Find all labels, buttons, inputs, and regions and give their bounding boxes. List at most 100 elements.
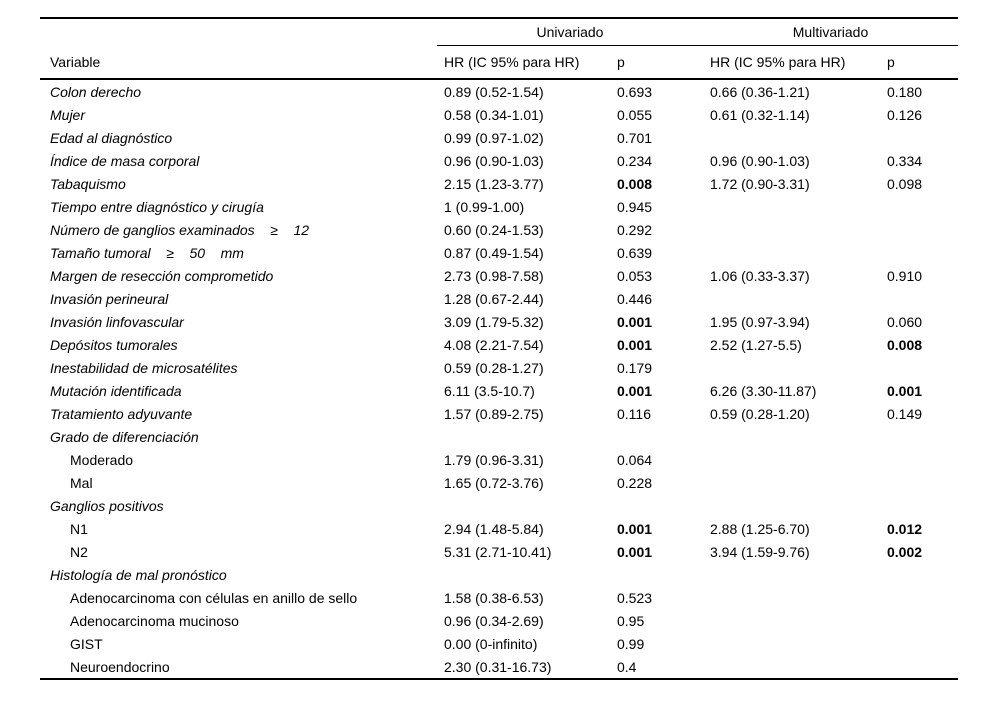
multivariado-hr-cell: 1.72 (0.90-3.31) [710,175,810,192]
variable-cell: GIST [70,635,103,652]
table-row: Adenocarcinoma con células en anillo de … [40,586,958,609]
multivariado-hr-cell: 2.52 (1.27-5.5) [710,336,802,353]
univariado-p-cell: 0.116 [617,405,651,422]
variable-cell: Ganglios positivos [50,497,164,514]
variable-cell: Neuroendocrino [70,658,170,675]
multivariado-hr-cell: 0.66 (0.36-1.21) [710,83,810,100]
univariado-p-cell: 0.055 [617,106,653,123]
variable-cell: N2 [70,543,88,560]
variable-cell: Adenocarcinoma con células en anillo de … [70,589,358,606]
multivariado-p-cell: 0.060 [887,313,923,330]
univariado-hr-cell: 4.08 (2.21-7.54) [444,336,544,353]
group-header-univariado: Univariado [437,18,703,46]
column-header-multivariado-hr: HR (IC 95% para HR) [703,45,880,80]
univariado-hr-cell: 0.89 (0.52-1.54) [444,83,544,100]
univariado-p-cell: 0.945 [617,198,653,215]
univariado-p-cell: 0.001 [617,313,653,330]
variable-cell: Invasión perineural [50,290,169,307]
table-row: Moderado 1.79 (0.96-3.31) 0.064 [40,448,958,471]
multivariado-hr-cell [703,425,880,448]
univariado-p-cell: 0.693 [617,83,653,100]
multivariado-p-cell: 0.002 [887,543,923,560]
variable-cell: Depósitos tumorales [50,336,178,353]
table-row: Invasión linfovascular 3.09 (1.79-5.32) 0.… [40,310,958,333]
multivariado-hr-cell: 6.26 (3.30-11.87) [710,382,817,399]
univariado-hr-cell [437,563,610,586]
univariado-hr-cell: 6.11 (3.5-10.7) [444,382,535,399]
univariado-hr-cell: 0.99 (0.97-1.02) [444,129,544,146]
variable-cell: Colon derecho [50,83,142,100]
univariado-hr-cell: 0.87 (0.49-1.54) [444,244,544,261]
multivariado-hr-cell: 3.94 (1.59-9.76) [710,543,810,560]
multivariado-hr-cell [703,563,880,586]
variable-cell: Índice de masa corporal [50,152,200,169]
univariado-p-cell: 0.446 [617,290,653,307]
column-header-row: Variable HR (IC 95% para HR) p HR (IC 95… [40,45,959,80]
table-row: Mal 1.65 (0.72-3.76) 0.228 [40,471,958,494]
column-header-multivariado-p: p [880,45,959,80]
univariado-hr-cell: 1 (0.99-1.00) [444,198,525,215]
univariado-hr-cell: 2.73 (0.98-7.58) [444,267,544,284]
table-row: Margen de resección comprometido 2.73 (0.… [40,264,958,287]
univariado-hr-cell: 1.28 (0.67-2.44) [444,290,544,307]
univariado-p-cell: 0.292 [617,221,653,238]
univariado-p-cell: 0.234 [617,152,653,169]
table-row: N1 2.94 (1.48-5.84) 0.001 2.88 (1.25-6.70) 0… [40,517,958,540]
column-header-variable: Variable [40,45,437,80]
group-header-spacer [40,18,437,45]
univariado-hr-cell: 3.09 (1.79-5.32) [444,313,544,330]
univariado-p-cell [610,494,703,517]
variable-cell: Tamaño tumoral ≥ 50 mm [50,244,244,261]
univariado-hr-cell: 1.79 (0.96-3.31) [444,451,544,468]
univariado-p-cell: 0.639 [617,244,653,261]
table-row: Grado de diferenciación [40,425,958,448]
univariado-hr-cell: 1.57 (0.89-2.75) [444,405,544,422]
table-row: Inestabilidad de microsatélites 0.59 (0.2… [40,356,958,379]
table-row: Mutación identificada 6.11 (3.5-10.7) 0.00… [40,379,958,402]
univariado-p-cell: 0.99 [617,635,645,652]
univariado-hr-cell: 2.15 (1.23-3.77) [444,175,544,192]
variable-cell: Histología de mal pronóstico [50,566,227,583]
multivariado-p-cell [880,425,958,448]
table-row: Tabaquismo 2.15 (1.23-3.77) 0.008 1.72 (0.9… [40,172,958,195]
univariado-hr-cell: 0.96 (0.90-1.03) [444,152,544,169]
table-row: N2 5.31 (2.71-10.41) 0.001 3.94 (1.59-9.76)… [40,540,958,563]
multivariado-hr-cell: 1.95 (0.97-3.94) [710,313,810,330]
univariado-p-cell: 0.001 [617,520,653,537]
multivariado-hr-cell [703,287,880,310]
univariado-p-cell: 0.064 [617,451,653,468]
multivariado-hr-cell: 2.88 (1.25-6.70) [710,520,810,537]
multivariado-p-cell [880,471,958,494]
multivariado-p-cell [880,241,958,264]
variable-cell: Número de ganglios examinados ≥ 12 [50,221,310,238]
variable-cell: Tiempo entre diagnóstico y cirugía [50,198,264,215]
multivariado-p-cell: 0.149 [887,405,923,422]
table-row: Edad al diagnóstico 0.99 (0.97-1.02) 0.701 [40,126,958,149]
univariado-p-cell: 0.701 [617,129,653,146]
column-header-univariado-p: p [610,45,703,80]
univariado-p-cell: 0.008 [617,175,653,192]
table-row: Índice de masa corporal 0.96 (0.90-1.03) 0… [40,149,958,172]
table-row: Mujer 0.58 (0.34-1.01) 0.055 0.61 (0.32-1.1… [40,103,958,126]
table-body: Colon derecho 0.89 (0.52-1.54) 0.693 0.66 (… [40,79,958,679]
table-row: Número de ganglios examinados ≥ 12 0.60 (… [40,218,958,241]
multivariado-p-cell [880,356,958,379]
table-header: Univariado Multivariado Variable HR (IC … [40,18,959,80]
variable-cell: Inestabilidad de microsatélites [50,359,238,376]
univariado-hr-cell: 5.31 (2.71-10.41) [444,543,552,560]
multivariado-p-cell [880,655,958,679]
univariado-p-cell [610,425,703,448]
multivariado-hr-cell [703,241,880,264]
multivariado-p-cell [880,609,958,632]
variable-cell: Tabaquismo [50,175,126,192]
multivariado-hr-cell [703,195,880,218]
variable-cell: N1 [70,520,88,537]
univariado-p-cell: 0.001 [617,382,653,399]
univariado-p-cell: 0.179 [617,359,653,376]
table-row: Histología de mal pronóstico [40,563,958,586]
table-row: Invasión perineural 1.28 (0.67-2.44) 0.446 [40,287,958,310]
multivariado-hr-cell [703,609,880,632]
variable-cell: Margen de resección comprometido [50,267,274,284]
univariado-p-cell: 0.95 [617,612,645,629]
multivariado-p-cell [880,586,958,609]
